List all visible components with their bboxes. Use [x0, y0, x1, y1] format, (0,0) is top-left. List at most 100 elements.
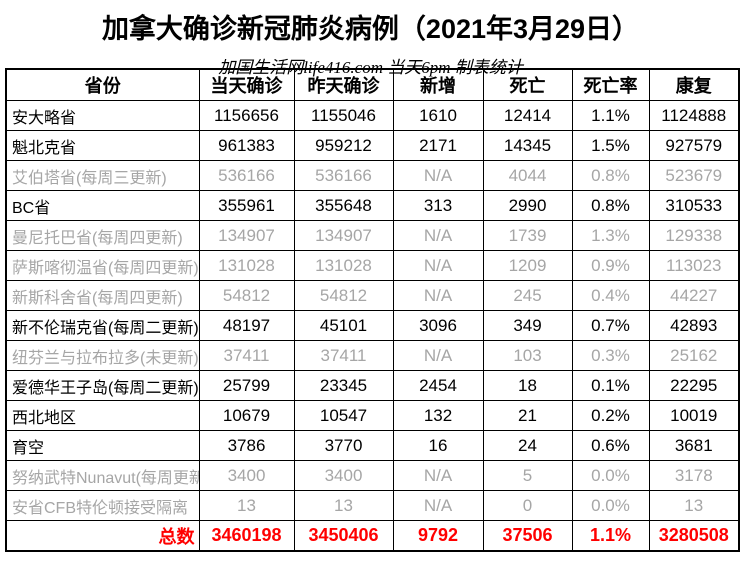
recovered-cell: 13	[648, 490, 740, 521]
death-rate-cell: 1.1%	[571, 100, 650, 131]
table-row: 努纳武特Nunavut(每周更新) 3400 3400 N/A 5 0.0% 3…	[5, 460, 740, 491]
yesterday-cell: 23345	[293, 370, 394, 401]
death-rate-cell: 1.3%	[571, 220, 650, 251]
death-rate-cell: 0.0%	[571, 490, 650, 521]
death-rate-cell: 0.9%	[571, 250, 650, 281]
deaths-cell: 1209	[482, 250, 573, 281]
today-cell: 3400	[198, 460, 295, 491]
today-cell: 134907	[198, 220, 295, 251]
today-cell: 131028	[198, 250, 295, 281]
table-row: 艾伯塔省(每周三更新) 536166 536166 N/A 4044 0.8% …	[5, 160, 740, 191]
column-header-death-rate: 死亡率	[571, 68, 650, 101]
today-cell: 48197	[198, 310, 295, 341]
table-row: 纽芬兰与拉布拉多(未更新) 37411 37411 N/A 103 0.3% 2…	[5, 340, 740, 371]
today-cell: 355961	[198, 190, 295, 221]
deaths-cell: 5	[482, 460, 573, 491]
new-cases-cell: N/A	[392, 160, 484, 191]
recovered-cell: 3178	[648, 460, 740, 491]
yesterday-cell: 3400	[293, 460, 394, 491]
death-rate-cell: 0.8%	[571, 160, 650, 191]
deaths-cell: 103	[482, 340, 573, 371]
deaths-cell: 245	[482, 280, 573, 311]
province-cell: 安大略省	[5, 100, 200, 131]
province-cell: 西北地区	[5, 400, 200, 431]
total-new-cases-cell: 9792	[392, 520, 484, 552]
today-cell: 1156656	[198, 100, 295, 131]
deaths-cell: 14345	[482, 130, 573, 161]
new-cases-cell: 16	[392, 430, 484, 461]
total-deaths-cell: 37506	[482, 520, 573, 552]
column-header-yesterday: 昨天确诊	[293, 68, 394, 101]
recovered-cell: 42893	[648, 310, 740, 341]
column-header-recovered: 康复	[648, 68, 740, 101]
deaths-cell: 1739	[482, 220, 573, 251]
total-recovered-cell: 3280508	[648, 520, 740, 552]
yesterday-cell: 13	[293, 490, 394, 521]
new-cases-cell: 2454	[392, 370, 484, 401]
page-title: 加拿大确诊新冠肺炎病例（2021年3月29日）	[101, 14, 640, 44]
deaths-cell: 12414	[482, 100, 573, 131]
total-yesterday-cell: 3450406	[293, 520, 394, 552]
total-label: 总数	[5, 520, 200, 552]
recovered-cell: 1124888	[648, 100, 740, 131]
table-row: 安大略省 1156656 1155046 1610 12414 1.1% 112…	[5, 100, 740, 131]
new-cases-cell: N/A	[392, 220, 484, 251]
column-header-today: 当天确诊	[198, 68, 295, 101]
new-cases-cell: N/A	[392, 340, 484, 371]
new-cases-cell: 2171	[392, 130, 484, 161]
total-death-rate-cell: 1.1%	[571, 520, 650, 552]
deaths-cell: 18	[482, 370, 573, 401]
province-cell: 新斯科舍省(每周四更新)	[5, 280, 200, 311]
new-cases-cell: N/A	[392, 490, 484, 521]
recovered-cell: 44227	[648, 280, 740, 311]
death-rate-cell: 0.4%	[571, 280, 650, 311]
deaths-cell: 2990	[482, 190, 573, 221]
recovered-cell: 3681	[648, 430, 740, 461]
yesterday-cell: 37411	[293, 340, 394, 371]
recovered-cell: 523679	[648, 160, 740, 191]
recovered-cell: 310533	[648, 190, 740, 221]
recovered-cell: 10019	[648, 400, 740, 431]
yesterday-cell: 355648	[293, 190, 394, 221]
today-cell: 13	[198, 490, 295, 521]
table-row: BC省 355961 355648 313 2990 0.8% 310533	[5, 190, 740, 221]
column-header-deaths: 死亡	[482, 68, 573, 101]
province-cell: 新不伦瑞克省(每周二更新)	[5, 310, 200, 341]
new-cases-cell: N/A	[392, 250, 484, 281]
death-rate-cell: 0.0%	[571, 460, 650, 491]
yesterday-cell: 959212	[293, 130, 394, 161]
new-cases-cell: 132	[392, 400, 484, 431]
province-cell: 艾伯塔省(每周三更新)	[5, 160, 200, 191]
table-header-row: 省份 当天确诊 昨天确诊 新增 死亡 死亡率 康复	[5, 68, 740, 101]
today-cell: 25799	[198, 370, 295, 401]
deaths-cell: 21	[482, 400, 573, 431]
yesterday-cell: 10547	[293, 400, 394, 431]
yesterday-cell: 3770	[293, 430, 394, 461]
total-row: 总数 3460198 3450406 9792 37506 1.1% 32805…	[5, 520, 740, 552]
new-cases-cell: 1610	[392, 100, 484, 131]
table-row: 安省CFB特伦顿接受隔离 13 13 N/A 0 0.0% 13	[5, 490, 740, 521]
deaths-cell: 24	[482, 430, 573, 461]
yesterday-cell: 54812	[293, 280, 394, 311]
table-row: 育空 3786 3770 16 24 0.6% 3681	[5, 430, 740, 461]
deaths-cell: 349	[482, 310, 573, 341]
new-cases-cell: N/A	[392, 460, 484, 491]
column-header-province: 省份	[5, 68, 200, 101]
today-cell: 54812	[198, 280, 295, 311]
table-row: 魁北克省 961383 959212 2171 14345 1.5% 92757…	[5, 130, 740, 161]
today-cell: 961383	[198, 130, 295, 161]
recovered-cell: 22295	[648, 370, 740, 401]
table-row: 萨斯喀彻温省(每周四更新) 131028 131028 N/A 1209 0.9…	[5, 250, 740, 281]
province-cell: 纽芬兰与拉布拉多(未更新)	[5, 340, 200, 371]
table-row: 西北地区 10679 10547 132 21 0.2% 10019	[5, 400, 740, 431]
recovered-cell: 113023	[648, 250, 740, 281]
province-cell: BC省	[5, 190, 200, 221]
province-cell: 曼尼托巴省(每周四更新)	[5, 220, 200, 251]
death-rate-cell: 0.3%	[571, 340, 650, 371]
province-cell: 爱德华王子岛(每周二更新)	[5, 370, 200, 401]
recovered-cell: 25162	[648, 340, 740, 371]
province-cell: 魁北克省	[5, 130, 200, 161]
new-cases-cell: 3096	[392, 310, 484, 341]
new-cases-cell: 313	[392, 190, 484, 221]
province-cell: 努纳武特Nunavut(每周更新)	[5, 460, 200, 491]
